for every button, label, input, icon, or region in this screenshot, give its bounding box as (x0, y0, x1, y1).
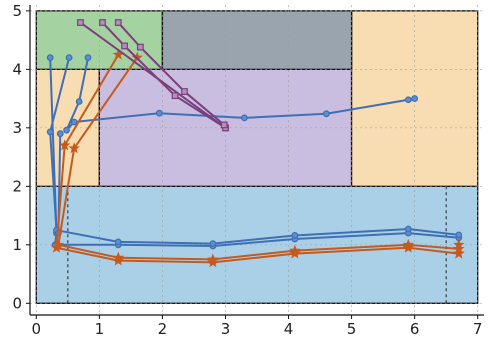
data-point-circle (46, 54, 54, 62)
series-line (49, 56, 460, 245)
data-point-circle (114, 238, 122, 246)
data-point-star (68, 142, 80, 154)
data-point-star (52, 238, 65, 250)
data-point-circle (56, 130, 64, 138)
x-tick-label: 0 (32, 320, 42, 338)
y-tick-label: 0 (12, 294, 22, 312)
series-10 (114, 19, 228, 129)
x-tick-label: 7 (473, 320, 483, 338)
data-point-circle (63, 126, 70, 134)
data-point-square (136, 43, 144, 51)
data-point-circle (404, 225, 412, 233)
data-point-circle (291, 232, 299, 239)
data-point-star (453, 247, 465, 259)
data-point-star (112, 251, 125, 263)
data-point-circle (46, 128, 54, 136)
series-line (57, 56, 460, 261)
data-point-star (207, 253, 219, 265)
y-tick-label: 2 (12, 177, 22, 195)
y-tick-label: 4 (12, 60, 22, 78)
series-line (117, 21, 226, 126)
x-tick-label: 6 (410, 320, 420, 338)
x-tick-label: 2 (158, 320, 168, 338)
series-line (55, 53, 460, 264)
series-7 (453, 238, 465, 259)
data-point-square (114, 19, 122, 26)
x-tick-label: 4 (284, 320, 294, 338)
data-point-circle (411, 95, 419, 102)
grid (30, 5, 484, 315)
data-point-star (453, 238, 465, 250)
x-tick-label: 1 (95, 320, 105, 338)
background-regions (35, 10, 479, 304)
data-point-circle (209, 240, 217, 248)
x-tick-label: 5 (347, 320, 357, 338)
data-point-circle (75, 98, 83, 105)
data-point-circle (455, 231, 463, 239)
data-point-circle (84, 54, 92, 62)
y-tick-label: 1 (12, 236, 22, 254)
y-tick-label: 5 (12, 2, 22, 20)
series-line (101, 21, 227, 129)
data-point-circle (322, 110, 330, 118)
data-point-circle (65, 54, 73, 62)
data-point-square (121, 42, 128, 50)
data-point-star (289, 244, 301, 256)
data-point-square (220, 121, 228, 129)
dashed-markers (67, 186, 447, 304)
region-6 (161, 10, 353, 70)
data-point-circle (240, 114, 248, 122)
data-point-square (181, 88, 188, 95)
data-point-square (99, 19, 106, 26)
data-point-star (58, 139, 71, 151)
y-tick-label: 3 (12, 119, 22, 137)
data-point-square (77, 19, 84, 26)
x-tick-label: 3 (221, 320, 231, 338)
data-point-circle (70, 118, 78, 126)
series-3 (63, 54, 419, 134)
axes: 0 1 2 3 4 5 6 7 0 1 2 3 4 5 (12, 2, 484, 338)
data-point-circle (155, 109, 163, 117)
data-point-square (171, 92, 179, 100)
series-group (46, 19, 465, 268)
data-point-circle (404, 96, 412, 104)
data-point-star (402, 238, 415, 250)
